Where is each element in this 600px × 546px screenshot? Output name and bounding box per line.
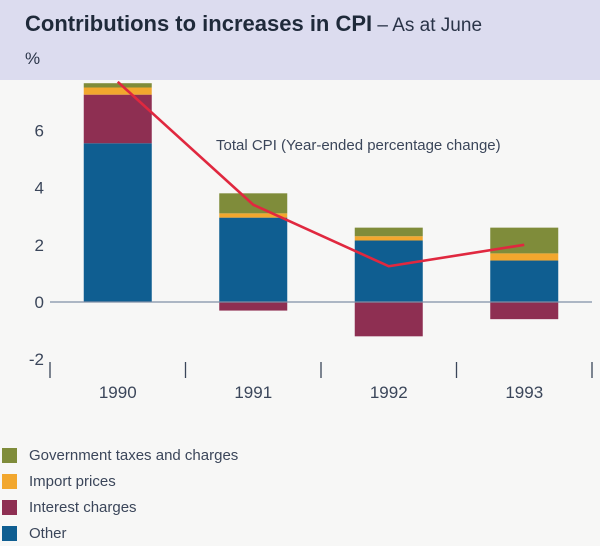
legend-label: Import prices (29, 473, 116, 490)
bar-segment-interest-charges (490, 302, 558, 319)
bar-segment-other (84, 143, 152, 302)
bar-segment-interest-charges (219, 302, 287, 311)
cpi-line-annotation: Total CPI (Year-ended percentage change) (216, 137, 501, 154)
cpi-line-path (118, 82, 525, 266)
x-tick-label: 1991 (234, 383, 272, 402)
chart-plot: 6 4 2 0 -2 1990 1991 1992 1993 Total CPI (Year-… (0, 0, 600, 430)
x-axis: 1990 1991 1992 1993 (50, 362, 592, 402)
cpi-line (118, 82, 525, 267)
bar-segment-government-taxes-and-charges (355, 228, 423, 237)
legend-label: Interest charges (29, 499, 137, 516)
y-tick-label: 0 (35, 293, 44, 312)
x-tick-label: 1993 (505, 383, 543, 402)
bar-segment-import-prices (84, 88, 152, 95)
legend-item-government-taxes: Government taxes and charges (2, 442, 238, 468)
y-tick-label: 4 (35, 179, 44, 198)
legend-label: Other (29, 525, 67, 542)
bar-segment-government-taxes-and-charges (84, 83, 152, 87)
y-axis-ticks: 6 4 2 0 -2 (29, 121, 44, 369)
y-tick-label: 6 (35, 121, 44, 140)
legend-swatch (2, 500, 17, 515)
bar-segment-other (219, 218, 287, 302)
legend-swatch (2, 448, 17, 463)
bar-segment-other (490, 261, 558, 302)
legend: Government taxes and charges Import pric… (2, 442, 238, 546)
legend-label: Government taxes and charges (29, 447, 238, 464)
bar-segment-import-prices (355, 236, 423, 240)
bar-segment-interest-charges (355, 302, 423, 336)
legend-item-import-prices: Import prices (2, 468, 238, 494)
x-tick-label: 1990 (99, 383, 137, 402)
legend-swatch (2, 474, 17, 489)
y-tick-label: -2 (29, 350, 44, 369)
x-tick-label: 1992 (370, 383, 408, 402)
bar-segment-other (355, 241, 423, 302)
legend-swatch (2, 526, 17, 541)
legend-item-interest-charges: Interest charges (2, 494, 238, 520)
bars (84, 83, 559, 336)
bar-segment-import-prices (490, 253, 558, 260)
y-tick-label: 2 (35, 236, 44, 255)
legend-item-other: Other (2, 520, 238, 546)
